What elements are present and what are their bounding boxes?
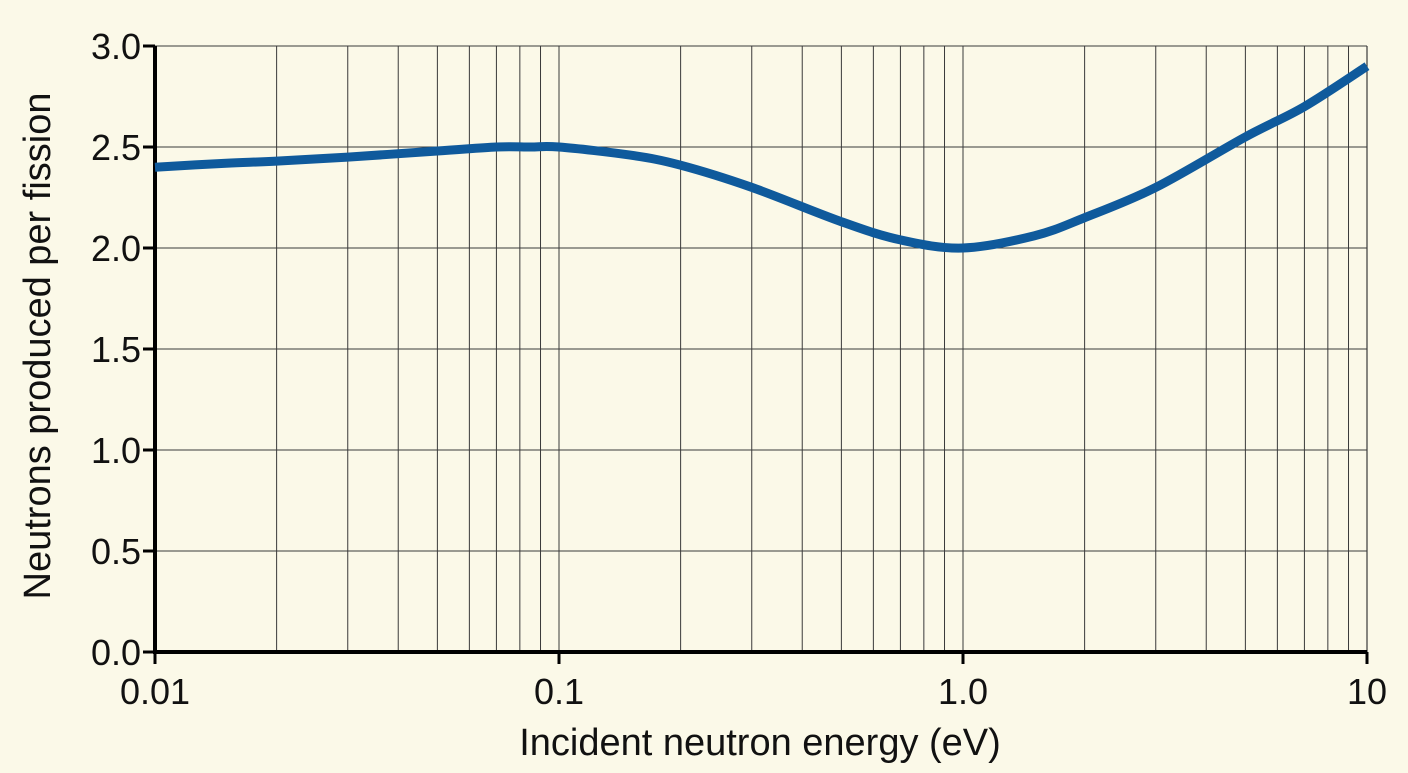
y-tick-label: 1.5 [91, 329, 141, 370]
y-tick-label: 0.5 [91, 531, 141, 572]
axes [143, 44, 1369, 664]
grid [154, 45, 1368, 653]
y-tick-label: 1.0 [91, 430, 141, 471]
y-tick-label: 0.0 [91, 632, 141, 673]
tick-labels: 0.0 0.5 1.0 1.5 2.0 2.5 3.0 0.01 0.1 1.0 10 [91, 26, 1387, 712]
x-axis-title: Incident neutron energy (eV) [519, 722, 1001, 764]
x-tick-label: 0.01 [120, 671, 190, 712]
y-tick-label: 2.5 [91, 127, 141, 168]
y-tick-label: 3.0 [91, 26, 141, 67]
series-line-0 [154, 62, 1370, 253]
x-tick-label: 1.0 [938, 671, 988, 712]
y-axis-title: Neutrons produced per fission [17, 93, 59, 600]
series-layer [154, 62, 1370, 253]
x-tick-label: 0.1 [534, 671, 584, 712]
y-tick-label: 2.0 [91, 228, 141, 269]
x-tick-label: 10 [1347, 671, 1387, 712]
